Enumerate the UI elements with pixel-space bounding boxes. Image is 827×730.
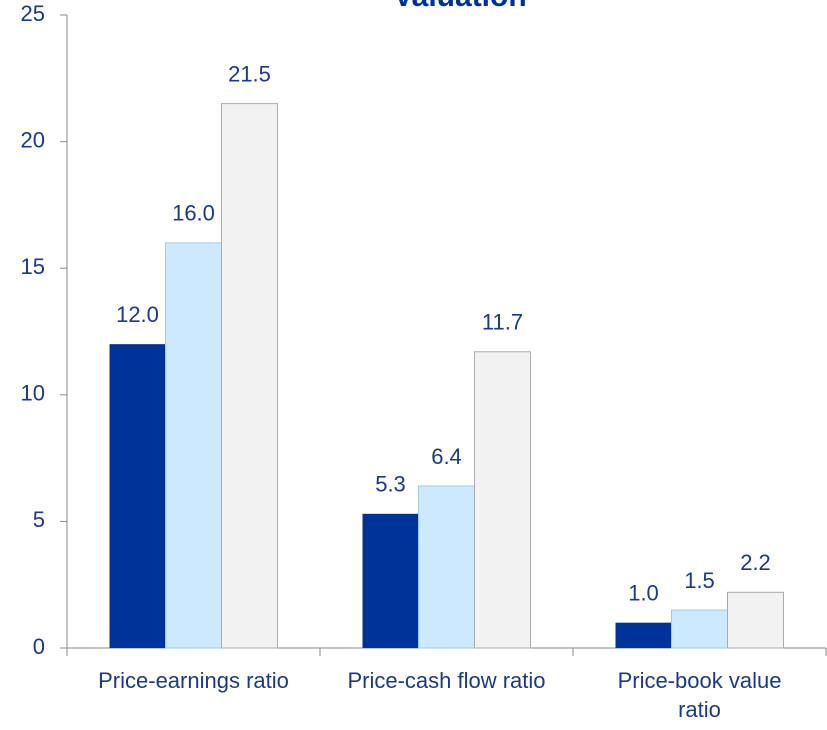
y-tick-label: 25	[21, 1, 45, 26]
bar	[221, 103, 278, 649]
value-label: 2.2	[740, 550, 771, 575]
x-tick-label: Price-earnings ratio	[98, 668, 289, 693]
bar	[671, 609, 728, 649]
y-tick-label: 0	[33, 634, 45, 659]
bar	[362, 513, 419, 648]
y-tick-label: 10	[21, 381, 45, 406]
value-label: 5.3	[375, 472, 406, 497]
value-label: 12.0	[116, 302, 159, 327]
value-label: 1.0	[628, 580, 659, 605]
bar	[615, 622, 672, 648]
bar	[727, 591, 784, 649]
bar	[474, 351, 531, 649]
value-label: 1.5	[684, 568, 715, 593]
value-label: 21.5	[228, 61, 271, 86]
chart-title: Valuation	[393, 0, 526, 13]
value-label: 11.7	[482, 310, 523, 335]
y-tick-label: 15	[21, 254, 45, 279]
value-label: 6.4	[431, 444, 462, 469]
bar	[165, 242, 222, 649]
x-tick-label: Price-cash flow ratio	[347, 668, 546, 693]
x-tick-label: Price-book value ratio	[617, 668, 782, 722]
bar	[109, 344, 166, 648]
bar	[418, 485, 475, 649]
y-tick-label: 5	[33, 507, 45, 532]
y-tick-label: 20	[21, 127, 45, 152]
value-label: 16.0	[172, 201, 215, 226]
